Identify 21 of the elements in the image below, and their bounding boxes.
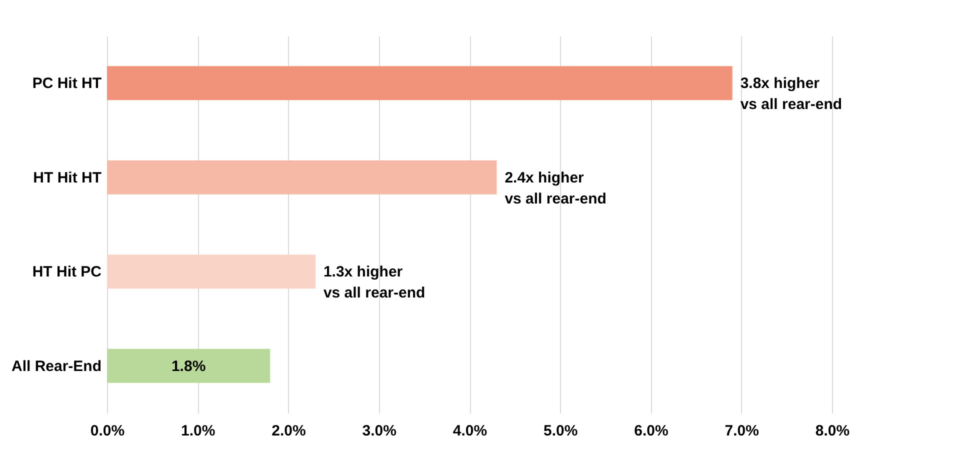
annotation: 1.3x higher vs all rear-end: [323, 264, 426, 302]
x-tick-label: 7.0%: [724, 422, 759, 440]
x-tick-label: 2.0%: [272, 422, 306, 440]
x-tick-label: 6.0%: [634, 422, 668, 440]
data-label: 1.8%: [171, 358, 206, 375]
y-tick-label: HT Hit PC: [32, 264, 102, 281]
bar: [107, 160, 497, 194]
x-tick-label: 0.0%: [90, 422, 125, 440]
x-tick-label: 8.0%: [815, 422, 850, 440]
x-tick-label: 1.0%: [181, 422, 216, 440]
y-tick-label: PC Hit HT: [32, 75, 102, 92]
x-tick-label: 5.0%: [544, 422, 578, 440]
y-tick-label: All Rear-End: [11, 358, 102, 375]
x-tick-label: 4.0%: [452, 422, 488, 440]
bar: [107, 66, 732, 100]
annotation: 3.8x higher vs all rear-end: [740, 75, 842, 114]
bar: [107, 348, 270, 383]
bar: [107, 254, 316, 289]
y-tick-label: HT Hit HT: [33, 169, 102, 186]
x-tick-label: 3.0%: [362, 422, 396, 440]
annotation: 2.4x higher vs all rear-end: [504, 169, 606, 208]
